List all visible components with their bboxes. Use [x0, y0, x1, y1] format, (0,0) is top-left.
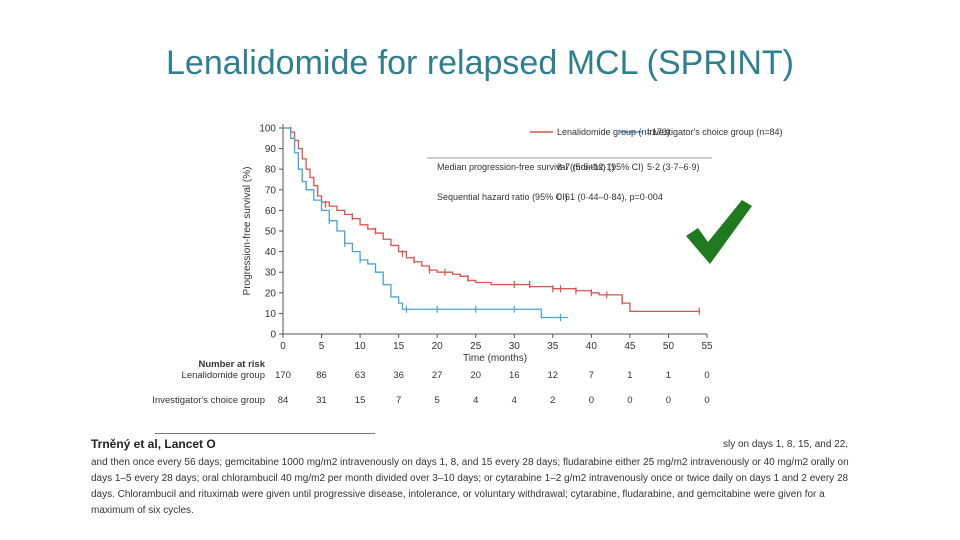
footnote-fragment: sly on days 1, 8, 15, and 22, — [723, 439, 849, 450]
y-tick-label: 80 — [265, 165, 277, 176]
risk-value: 86 — [316, 370, 327, 381]
y-tick-label: 0 — [270, 330, 276, 341]
legend-row1-label: Median progression-free survival (months… — [437, 162, 644, 172]
x-tick-label: 35 — [547, 341, 559, 352]
citation: Trněný et al, Lancet O — [91, 437, 216, 451]
x-tick-label: 0 — [280, 341, 286, 352]
risk-value: 12 — [548, 370, 559, 381]
y-tick-label: 30 — [265, 268, 277, 279]
risk-value: 20 — [470, 370, 481, 381]
risk-value: 63 — [355, 370, 366, 381]
risk-value: 36 — [393, 370, 404, 381]
legend-row1-investigator: 5·2 (3·7–6·9) — [647, 162, 700, 172]
risk-value: 1 — [666, 370, 671, 381]
risk-value: 4 — [512, 395, 517, 406]
x-tick-label: 25 — [470, 341, 482, 352]
x-axis-label: Time (months) — [463, 353, 527, 364]
legend-entry-lenalidomide: Lenalidomide group (n=170) — [557, 127, 670, 137]
legend-row2-value: 0·61 (0·44–0·84), p=0·004 — [557, 192, 663, 202]
y-axis-label: Progression-free survival (%) — [242, 167, 253, 296]
x-tick-label: 55 — [701, 341, 713, 352]
x-tick-label: 10 — [355, 341, 367, 352]
y-tick-label: 90 — [265, 144, 277, 155]
series-line-2 — [283, 127, 569, 319]
risk-value: 0 — [704, 395, 709, 406]
risk-table-header: Number at risk — [198, 359, 265, 370]
risk-row-label: Investigator's choice group — [152, 395, 265, 406]
risk-value: 16 — [509, 370, 520, 381]
y-tick-label: 60 — [265, 206, 277, 217]
x-tick-label: 5 — [319, 341, 325, 352]
risk-value: 0 — [589, 395, 594, 406]
y-tick-label: 20 — [265, 288, 277, 299]
x-tick-label: 50 — [663, 341, 675, 352]
y-tick-label: 100 — [259, 124, 276, 135]
x-tick-label: 45 — [624, 341, 636, 352]
risk-value: 2 — [550, 395, 555, 406]
y-tick-label: 40 — [265, 247, 277, 258]
x-tick-label: 20 — [432, 341, 444, 352]
slide-title: Lenalidomide for relapsed MCL (SPRINT) — [166, 44, 794, 82]
risk-value: 4 — [473, 395, 478, 406]
risk-value: 0 — [627, 395, 632, 406]
risk-value: 0 — [666, 395, 671, 406]
legend-entry-investigator: Investigator's choice group (n=84) — [647, 127, 783, 137]
x-tick-label: 15 — [393, 341, 405, 352]
legend-row2-label: Sequential hazard ratio (95% CI) — [437, 192, 568, 202]
risk-row-label: Lenalidomide group — [182, 370, 265, 381]
footnote: and then once every 56 days; gemcitabine… — [91, 457, 849, 516]
risk-value: 1 — [627, 370, 632, 381]
legend-row1-lenalidomide: 8·7 (5·5–12·1) — [557, 162, 615, 172]
citation-divider — [155, 433, 375, 434]
y-tick-label: 50 — [265, 227, 277, 238]
risk-value: 84 — [278, 395, 289, 406]
y-tick-label: 70 — [265, 185, 277, 196]
checkmark-icon — [684, 198, 754, 271]
x-tick-label: 30 — [509, 341, 521, 352]
risk-value: 27 — [432, 370, 443, 381]
risk-value: 5 — [435, 395, 440, 406]
y-tick-label: 10 — [265, 309, 277, 320]
risk-value: 31 — [316, 395, 327, 406]
x-tick-label: 40 — [586, 341, 598, 352]
series-line-1 — [283, 127, 700, 312]
risk-value: 7 — [396, 395, 401, 406]
risk-value: 15 — [355, 395, 366, 406]
risk-value: 0 — [704, 370, 709, 381]
risk-value: 170 — [275, 370, 291, 381]
risk-value: 7 — [589, 370, 594, 381]
